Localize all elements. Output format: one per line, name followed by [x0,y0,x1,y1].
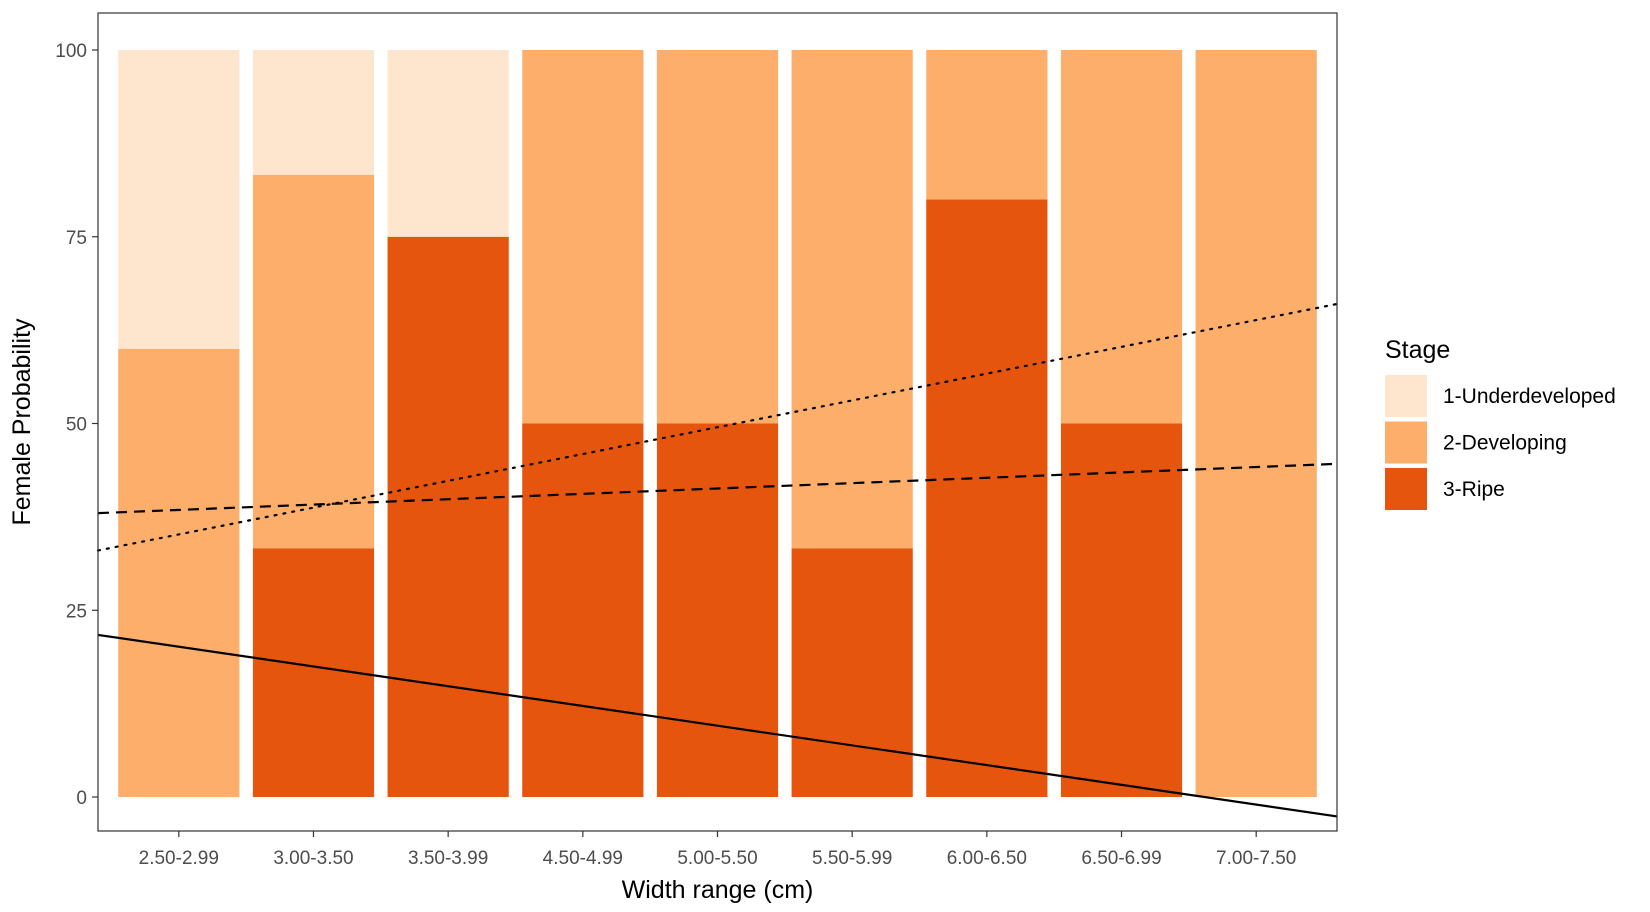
x-tick-label: 4.50-4.99 [543,848,623,869]
x-tick-label: 6.00-6.50 [947,848,1027,869]
bar-segment [791,548,913,797]
x-tick-label: 3.50-3.99 [408,848,488,869]
y-axis-title: Female Probability [8,318,36,526]
bar-segment [118,348,240,797]
bar-segment [1195,50,1317,797]
bar-segment [656,50,779,424]
y-tick-label: 25 [66,601,87,622]
trend-line-solid [97,633,1338,818]
bar-segment [656,423,779,797]
legend-key-swatch [1385,468,1427,510]
x-axis-title: Width range (cm) [622,876,814,904]
legend-key-swatch [1385,375,1427,417]
bar-segment [387,50,509,237]
x-tick-label: 2.50-2.99 [139,848,219,869]
bar-segment [387,236,509,797]
y-tick-label: 50 [66,415,87,436]
x-tick-label: 5.50-5.99 [812,848,892,869]
y-tick-label: 75 [66,228,87,249]
x-tick-label: 5.00-5.50 [677,848,757,869]
bar-segment [1060,423,1183,797]
bar-segment [926,50,1048,200]
bar-segment [118,50,240,349]
legend-key-swatch [1385,421,1427,464]
legend-label: 2-Developing [1443,432,1567,455]
x-tick-label: 7.00-7.50 [1216,848,1296,869]
y-tick-label: 0 [76,788,87,809]
bar-segment [791,50,913,549]
bar-segment [1060,50,1183,424]
bar-segment [252,50,375,175]
x-tick-label: 6.50-6.99 [1081,848,1161,869]
trend-line-dashed [97,462,1338,515]
bar-segment [522,423,644,797]
bar-segment [522,50,644,424]
legend-label: 3-Ripe [1443,478,1505,501]
legend-label: 1-Underdeveloped [1443,385,1616,408]
legend-title: Stage [1385,336,1450,364]
x-tick-label: 3.00-3.50 [273,848,353,869]
trend-line-dotted [96,302,1339,552]
y-tick-label: 100 [55,41,87,62]
bar-segment [926,199,1048,797]
bar-segment [252,174,375,549]
